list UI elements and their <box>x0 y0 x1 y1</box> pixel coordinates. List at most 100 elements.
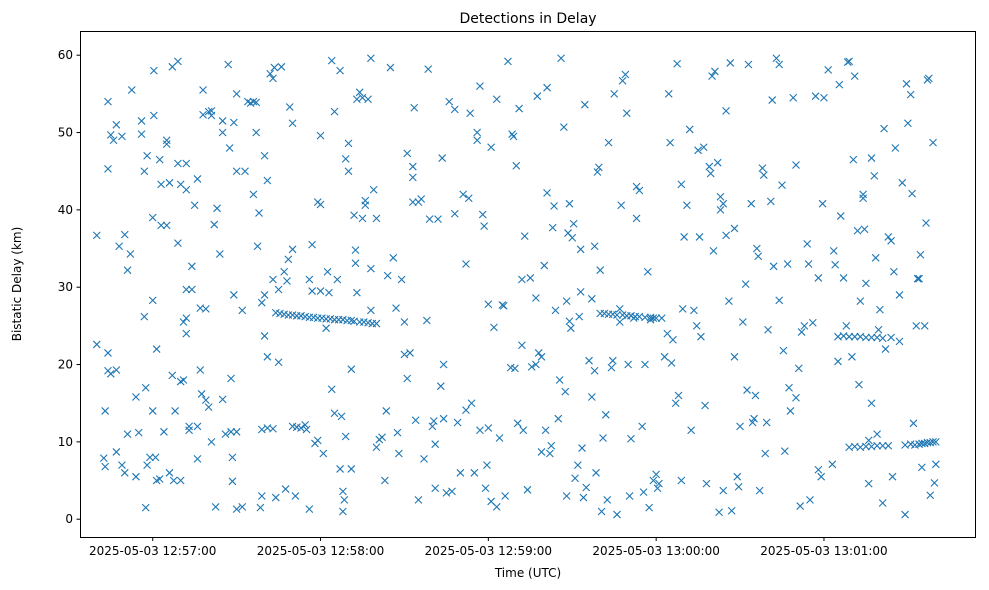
data-point <box>104 349 112 357</box>
data-point <box>901 510 909 519</box>
data-point <box>218 395 227 404</box>
data-point <box>562 492 571 500</box>
data-point <box>677 476 686 485</box>
data-point <box>483 461 491 469</box>
data-point <box>701 401 709 410</box>
data-point <box>800 321 809 330</box>
data-point <box>874 325 883 334</box>
data-point <box>540 261 549 270</box>
data-point <box>431 484 440 493</box>
data-point <box>733 472 742 481</box>
data-point <box>165 468 174 477</box>
data-point <box>344 167 353 176</box>
data-point <box>705 162 714 171</box>
data-point <box>490 323 498 332</box>
data-point <box>808 318 817 327</box>
data-point <box>652 470 661 479</box>
data-point <box>118 132 126 141</box>
data-point <box>182 329 191 338</box>
data-point <box>775 60 784 69</box>
data-point <box>143 151 152 160</box>
data-point <box>738 318 747 326</box>
data-point <box>792 161 800 169</box>
data-point <box>187 262 196 271</box>
data-point <box>713 158 722 167</box>
data-point <box>410 103 419 112</box>
data-point <box>266 69 275 78</box>
data-point <box>425 215 434 224</box>
data-point <box>835 80 844 89</box>
data-point <box>596 266 605 275</box>
data-point <box>829 246 838 255</box>
data-point <box>270 63 279 72</box>
data-point <box>351 246 360 254</box>
data-point <box>403 374 412 383</box>
data-point <box>803 240 812 248</box>
data-point <box>140 167 149 176</box>
data-point <box>339 507 347 516</box>
data-point <box>601 410 610 419</box>
data-point <box>257 425 266 434</box>
data-point <box>316 131 325 140</box>
data-point <box>274 358 283 367</box>
data-point <box>148 296 157 305</box>
data-point <box>568 233 577 242</box>
y-tick-label: 50 <box>58 126 73 140</box>
data-point <box>702 479 711 488</box>
chart-title: Detections in Delay <box>459 11 596 27</box>
data-point <box>550 202 558 210</box>
data-point <box>165 178 174 187</box>
data-point <box>439 360 448 369</box>
data-point <box>576 245 585 254</box>
data-point <box>859 194 868 203</box>
data-point <box>873 441 881 450</box>
data-point <box>106 130 115 139</box>
data-point <box>106 369 115 378</box>
data-point <box>210 220 219 229</box>
data-point <box>785 383 793 392</box>
data-point <box>747 199 756 208</box>
data-point <box>617 201 626 210</box>
data-point <box>174 159 182 168</box>
data-point <box>820 93 828 102</box>
data-point <box>252 98 261 107</box>
data-point <box>566 324 575 333</box>
data-point <box>716 205 725 214</box>
data-point <box>302 425 311 434</box>
data-point <box>341 432 350 441</box>
data-point <box>532 360 540 369</box>
data-point <box>366 306 375 315</box>
data-point <box>597 507 606 516</box>
data-point <box>238 306 247 315</box>
data-point <box>671 399 680 408</box>
data-point <box>575 312 584 321</box>
data-point <box>734 482 743 491</box>
data-point <box>545 449 554 458</box>
data-point <box>878 499 887 507</box>
data-point <box>527 362 536 371</box>
data-point <box>112 366 121 374</box>
data-point <box>453 418 462 427</box>
data-point <box>719 486 728 495</box>
y-axis-ticks: 0 10 20 30 40 50 60 <box>58 48 81 526</box>
data-point <box>151 453 160 462</box>
x-tick-label: 2025-05-03 12:57:00 <box>89 544 216 558</box>
data-point <box>392 304 400 312</box>
data-point <box>669 335 677 344</box>
data-point <box>269 275 277 284</box>
data-point <box>862 333 870 342</box>
data-point <box>555 376 564 384</box>
data-point <box>132 393 140 401</box>
data-point <box>316 200 325 209</box>
data-point <box>411 416 420 425</box>
data-points <box>92 54 940 519</box>
data-point <box>201 304 210 313</box>
data-point <box>134 428 143 437</box>
data-point <box>518 341 526 350</box>
data-point <box>182 159 191 168</box>
data-point <box>473 136 482 145</box>
data-point <box>554 414 563 423</box>
data-point <box>736 422 744 431</box>
data-point <box>726 59 735 67</box>
data-point <box>895 291 904 299</box>
